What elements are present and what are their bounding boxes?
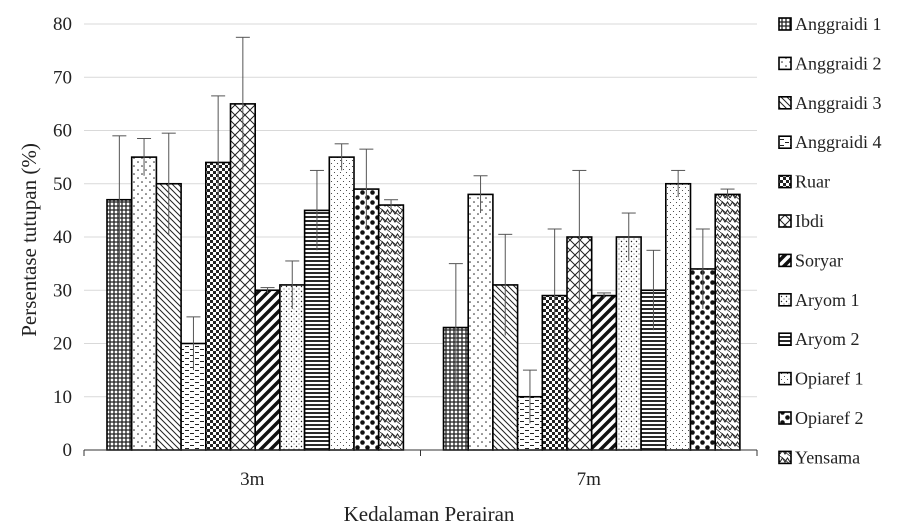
legend-swatch [778, 450, 792, 465]
bar-anggraidi-2-3m [130, 156, 158, 451]
legend-item: Opiaref 2 [778, 408, 863, 428]
x-tick-label: 3m [240, 469, 265, 490]
bar-anggraidi-2-7m [467, 193, 494, 451]
legend-item: Anggraidi 3 [778, 93, 881, 113]
legend-item: Soryar [778, 250, 843, 270]
legend-swatch [778, 56, 792, 71]
legend-item: Anggraidi 1 [778, 14, 881, 34]
legend-swatch [778, 17, 792, 31]
x-axis [83, 449, 758, 456]
bar-soryar-3m [254, 289, 281, 451]
legend-item: Aryom 2 [778, 329, 860, 349]
legend-label: Aryom 2 [795, 329, 860, 349]
y-axis-title: Persentase tutupan (%) [17, 143, 41, 337]
legend-item: Anggraidi 4 [778, 132, 881, 152]
legend-label: Anggraidi 2 [795, 53, 881, 73]
bar-yensama-7m [714, 193, 741, 451]
x-tick-label: 7m [577, 469, 602, 490]
legend-label: Anggraidi 4 [795, 132, 881, 152]
y-tick-label: 80 [53, 14, 72, 35]
legend-label: Aryom 1 [795, 290, 860, 310]
legend-swatch [778, 371, 792, 386]
bar-soryar-7m [590, 294, 618, 451]
bars [106, 103, 741, 451]
legend-swatch [778, 174, 792, 189]
legend-item: Ruar [778, 172, 830, 192]
y-tick-label: 70 [53, 67, 72, 88]
y-tick-label: 30 [53, 280, 72, 301]
bar-opiaref-1-7m [664, 182, 692, 451]
y-tick-labels: 0 10 20 30 40 50 60 70 80 [53, 14, 72, 461]
legend-swatch [778, 135, 792, 149]
legend-label: Opiaref 2 [795, 408, 863, 428]
legend-swatch [778, 96, 792, 110]
legend-item: Yensama [778, 447, 860, 467]
legend-swatch [778, 332, 792, 347]
bar-opiaref-1-3m [328, 156, 355, 451]
bar-aryom-1-3m [279, 284, 306, 451]
legend-swatch [778, 253, 792, 268]
legend-swatch [778, 411, 792, 425]
legend-item: Opiaref 1 [778, 369, 863, 389]
bar-aryom-1-7m [615, 236, 642, 451]
legend-label: Opiaref 1 [795, 369, 863, 389]
y-tick-label: 60 [53, 121, 72, 142]
legend: Anggraidi 1 Anggraidi 2 Anggraidi 3 Anggrai… [778, 14, 881, 467]
y-tick-label: 10 [53, 387, 72, 408]
legend-label: Anggraidi 1 [795, 14, 881, 34]
y-tick-label: 20 [53, 334, 72, 355]
x-tick-labels: 3m 7m [240, 469, 601, 490]
legend-label: Ruar [795, 172, 830, 192]
legend-swatch [778, 292, 792, 307]
legend-item: Aryom 1 [778, 290, 860, 310]
legend-swatch [778, 214, 792, 228]
legend-item: Ibdi [778, 211, 824, 231]
legend-item: Anggraidi 2 [778, 53, 881, 73]
y-tick-label: 0 [63, 440, 73, 461]
y-tick-label: 40 [53, 227, 72, 248]
legend-label: Yensama [795, 447, 860, 467]
error-bars [112, 36, 735, 424]
legend-label: Anggraidi 3 [795, 93, 881, 113]
x-axis-title: Kedalaman Perairan [344, 502, 515, 526]
bar-yensama-3m [377, 204, 405, 451]
legend-label: Soryar [795, 250, 843, 270]
y-tick-label: 50 [53, 174, 72, 195]
legend-label: Ibdi [795, 211, 824, 231]
